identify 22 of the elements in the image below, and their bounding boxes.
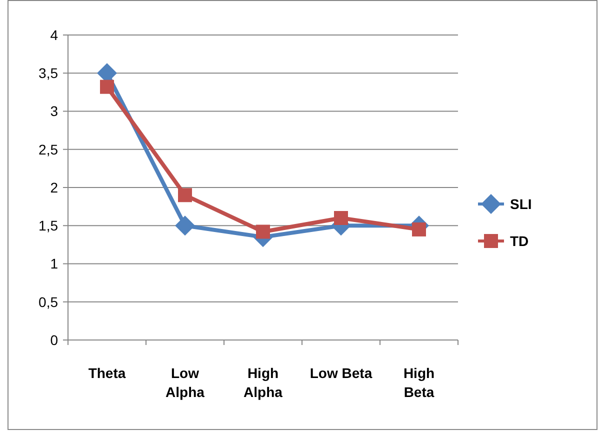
- legend-label: SLI: [510, 196, 532, 212]
- point: [256, 224, 270, 239]
- point: [100, 80, 114, 94]
- point: [334, 211, 348, 225]
- y-tick-label: 3: [50, 103, 58, 120]
- y-tick-label: 2: [50, 179, 58, 196]
- legend-label: TD: [510, 232, 529, 249]
- y-tick-label: 2,5: [38, 141, 58, 158]
- point: [412, 222, 426, 236]
- y-tick-label: 4: [50, 26, 58, 43]
- x-tick-label: Low Alpha: [166, 365, 205, 400]
- point: [178, 188, 192, 202]
- x-tick-label: Theta: [88, 365, 126, 381]
- y-tick-label: 3,5: [38, 65, 58, 82]
- y-tick-label: 1: [50, 256, 58, 272]
- x-tick-label: High Beta: [403, 365, 435, 400]
- y-tick-label: 1,5: [38, 218, 58, 234]
- x-tick-label: High Alpha: [244, 365, 283, 400]
- x-tick-label: Low Beta: [310, 365, 372, 381]
- y-tick-label: 0: [50, 332, 58, 348]
- point: [175, 216, 195, 236]
- y-tick-label: 0,5: [38, 294, 58, 310]
